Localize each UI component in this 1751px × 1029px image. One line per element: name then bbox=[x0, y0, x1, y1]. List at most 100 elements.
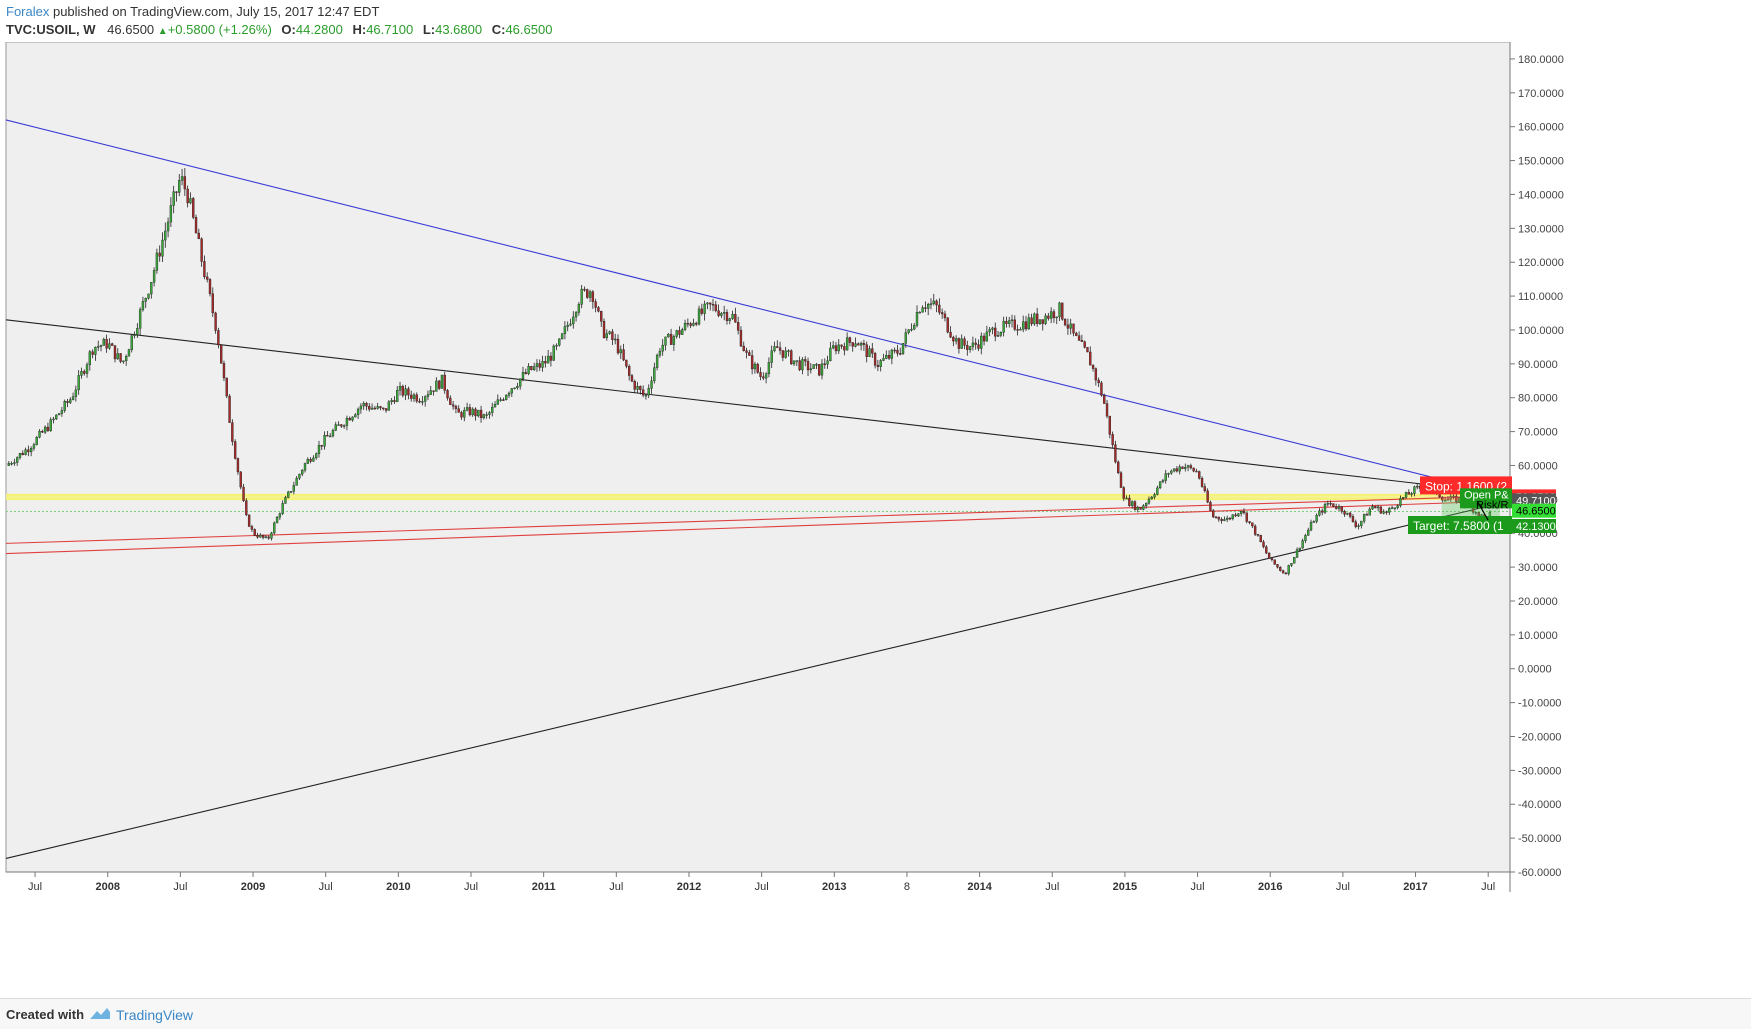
candle-body bbox=[1189, 465, 1193, 469]
candle-body bbox=[963, 338, 966, 346]
x-tick-label: 2010 bbox=[386, 881, 410, 893]
candle-body bbox=[885, 355, 888, 359]
candle-body bbox=[862, 343, 866, 345]
candle-body bbox=[521, 372, 525, 380]
candle-body bbox=[242, 486, 245, 501]
candle-body bbox=[359, 405, 363, 410]
candle-body bbox=[946, 317, 949, 333]
candle-body bbox=[935, 300, 938, 306]
price-chart[interactable]: 180.0000 170.0000 160.0000 150.0000 140.0000… bbox=[0, 41, 1751, 998]
candle-body bbox=[929, 303, 933, 305]
candle-body bbox=[379, 406, 382, 409]
candle-body bbox=[1055, 316, 1058, 319]
candle-body bbox=[368, 406, 371, 410]
candle-body bbox=[362, 402, 365, 407]
candle-body bbox=[468, 407, 472, 416]
ohlc-line: TVC:USOIL, W 46.6500 ▲+0.5800 (+1.26%) O… bbox=[6, 22, 552, 37]
candle-body bbox=[728, 318, 731, 321]
candle-body bbox=[1343, 511, 1346, 515]
x-tick-label: Jul bbox=[28, 881, 42, 893]
candle-body bbox=[1047, 315, 1050, 319]
candle-body bbox=[1131, 501, 1134, 506]
candle-body bbox=[999, 332, 1003, 336]
candle-body bbox=[1150, 496, 1153, 500]
candle-body bbox=[1262, 541, 1265, 548]
candle-body bbox=[1270, 558, 1274, 560]
x-tick-label: Jul bbox=[173, 881, 187, 893]
candle-body bbox=[1382, 511, 1385, 514]
candle-body bbox=[38, 431, 41, 438]
x-tick-label: 2011 bbox=[532, 881, 556, 893]
candle-body bbox=[840, 344, 843, 347]
risk-reward-label: Risk/R bbox=[1476, 499, 1508, 511]
candle-body bbox=[94, 346, 97, 355]
candle-body bbox=[787, 350, 790, 352]
candle-body bbox=[1010, 319, 1014, 322]
candle-body bbox=[345, 418, 349, 426]
candle-body bbox=[287, 491, 290, 498]
candle-body bbox=[1340, 506, 1343, 512]
tradingview-cloud-icon[interactable] bbox=[88, 1005, 112, 1026]
y-tick-label: 140.0000 bbox=[1518, 189, 1564, 201]
candle-body bbox=[83, 371, 86, 374]
open-value: 44.2800 bbox=[295, 22, 343, 37]
candle-body bbox=[1186, 465, 1190, 468]
candle-body bbox=[669, 333, 673, 345]
chart-area[interactable]: 180.0000 170.0000 160.0000 150.0000 140.0000… bbox=[0, 41, 1751, 998]
candle-body bbox=[1321, 510, 1324, 513]
candle-body bbox=[99, 345, 103, 347]
candle-body bbox=[1203, 486, 1207, 492]
candle-body bbox=[150, 281, 153, 295]
candle-body bbox=[474, 408, 477, 417]
candle-body bbox=[1332, 503, 1335, 507]
price-tag-box bbox=[1512, 503, 1556, 518]
candle-body bbox=[560, 333, 564, 340]
candle-body bbox=[527, 366, 530, 374]
low-value: 43.6800 bbox=[435, 22, 483, 37]
candle-body bbox=[602, 321, 606, 339]
candle-body bbox=[1388, 508, 1391, 513]
candle-body bbox=[1019, 329, 1022, 331]
candle-body bbox=[513, 387, 516, 390]
candle-body bbox=[901, 343, 905, 354]
candle-body bbox=[541, 361, 544, 368]
candle-body bbox=[725, 312, 729, 321]
published-text: published on TradingView.com, July 15, 2… bbox=[49, 4, 380, 19]
plot-area bbox=[5, 41, 1511, 873]
author-link[interactable]: Foralex bbox=[6, 4, 50, 19]
candle-body bbox=[253, 529, 256, 536]
candle-body bbox=[337, 424, 340, 426]
tradingview-link[interactable]: TradingView bbox=[116, 1007, 194, 1023]
candle-body bbox=[932, 300, 935, 304]
candle-body bbox=[664, 336, 667, 346]
candle-body bbox=[1307, 529, 1310, 536]
candle-body bbox=[767, 362, 771, 375]
candle-body bbox=[605, 333, 608, 339]
candle-body bbox=[873, 353, 877, 366]
candle-body bbox=[801, 359, 804, 371]
candle-body bbox=[1117, 461, 1120, 474]
candle-body bbox=[1329, 502, 1332, 505]
candle-body bbox=[1035, 313, 1039, 324]
candle-body bbox=[1393, 507, 1397, 509]
candle-body bbox=[208, 279, 212, 294]
candle-body bbox=[1455, 495, 1458, 503]
candle-body bbox=[706, 302, 709, 305]
candle-body bbox=[1030, 317, 1033, 325]
trendline-red-1 bbox=[5, 495, 1503, 544]
candle-body bbox=[1075, 332, 1078, 336]
candle-body bbox=[197, 232, 200, 240]
change-arrow-icon: ▲ bbox=[157, 26, 168, 37]
candle-body bbox=[1013, 319, 1016, 330]
candle-body bbox=[736, 322, 740, 331]
candle-body bbox=[524, 372, 527, 374]
candle-body bbox=[753, 363, 757, 370]
candle-body bbox=[820, 363, 824, 376]
candle-body bbox=[113, 345, 117, 360]
candle-body bbox=[471, 408, 474, 416]
candle-body bbox=[1002, 320, 1005, 333]
candle-body bbox=[1354, 521, 1357, 527]
candle-body bbox=[1374, 506, 1377, 509]
candle-body bbox=[493, 404, 497, 408]
candle-body bbox=[356, 408, 360, 415]
